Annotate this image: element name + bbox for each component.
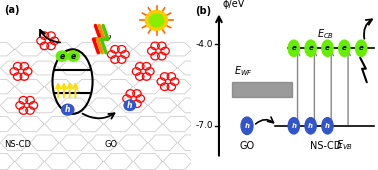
Text: $E_{VB}$: $E_{VB}$ xyxy=(336,138,353,152)
Circle shape xyxy=(339,40,350,56)
Bar xyxy=(65,51,80,52)
Bar xyxy=(67,50,79,52)
Bar xyxy=(66,50,79,52)
Bar xyxy=(67,50,78,51)
Bar xyxy=(66,50,79,52)
Bar xyxy=(67,50,78,52)
Text: $E_{CB}$: $E_{CB}$ xyxy=(317,28,334,41)
Circle shape xyxy=(356,40,367,56)
Circle shape xyxy=(62,104,74,115)
Circle shape xyxy=(146,11,167,30)
Bar xyxy=(65,50,79,52)
Bar xyxy=(68,49,77,51)
Text: e: e xyxy=(59,52,65,61)
Bar xyxy=(232,82,292,97)
Text: (b): (b) xyxy=(195,6,211,16)
Text: h: h xyxy=(65,105,70,114)
Bar xyxy=(67,50,78,51)
Bar xyxy=(67,50,79,52)
Text: e: e xyxy=(308,45,313,51)
Bar xyxy=(65,50,80,52)
Bar xyxy=(67,50,79,52)
Bar xyxy=(66,50,79,52)
Bar xyxy=(65,51,80,53)
Bar xyxy=(68,49,77,51)
Text: ϕ/eV: ϕ/eV xyxy=(223,0,245,9)
Bar xyxy=(68,49,77,51)
Text: (a): (a) xyxy=(4,5,19,15)
Text: $h\nu$: $h\nu$ xyxy=(98,31,113,43)
Text: h: h xyxy=(325,123,330,129)
Bar xyxy=(67,49,77,51)
Text: e: e xyxy=(291,45,296,51)
Text: GO: GO xyxy=(104,140,117,149)
Circle shape xyxy=(322,40,333,56)
Text: NS-CD: NS-CD xyxy=(4,140,31,149)
Text: -7.0: -7.0 xyxy=(196,121,213,130)
Text: -4.0: -4.0 xyxy=(196,40,213,49)
Bar xyxy=(67,50,78,51)
Text: e: e xyxy=(71,52,76,61)
Text: h: h xyxy=(308,123,313,129)
Text: h: h xyxy=(127,101,133,110)
Bar xyxy=(66,50,79,52)
Bar xyxy=(66,50,79,52)
Circle shape xyxy=(305,40,316,56)
Circle shape xyxy=(68,51,79,61)
Bar xyxy=(65,51,80,52)
Circle shape xyxy=(124,100,136,110)
Bar xyxy=(65,51,80,52)
Bar xyxy=(65,51,80,52)
Text: h: h xyxy=(291,123,296,129)
Circle shape xyxy=(288,40,299,56)
Bar xyxy=(67,50,78,51)
Text: h: h xyxy=(245,123,249,129)
Text: e: e xyxy=(359,45,364,51)
Bar xyxy=(66,50,79,52)
Circle shape xyxy=(149,14,164,27)
Text: NS-CD: NS-CD xyxy=(310,141,341,151)
Bar xyxy=(68,49,77,51)
Bar xyxy=(67,50,78,52)
Bar xyxy=(67,50,78,52)
Bar xyxy=(68,49,77,51)
Bar xyxy=(65,51,80,52)
Text: e: e xyxy=(342,45,347,51)
Bar xyxy=(65,51,80,53)
Bar xyxy=(65,51,80,52)
Bar xyxy=(66,50,79,52)
Bar xyxy=(66,50,79,52)
Circle shape xyxy=(322,118,333,134)
Bar xyxy=(67,50,78,51)
Circle shape xyxy=(56,51,68,61)
Text: e: e xyxy=(325,45,330,51)
Circle shape xyxy=(288,118,299,134)
Circle shape xyxy=(241,117,253,134)
Text: $E_{WF}$: $E_{WF}$ xyxy=(234,64,253,78)
Bar xyxy=(67,50,79,52)
Bar xyxy=(66,50,79,52)
Bar xyxy=(67,50,78,51)
Circle shape xyxy=(305,118,316,134)
Bar xyxy=(68,49,77,51)
Bar xyxy=(66,50,79,52)
Text: GO: GO xyxy=(239,141,255,151)
